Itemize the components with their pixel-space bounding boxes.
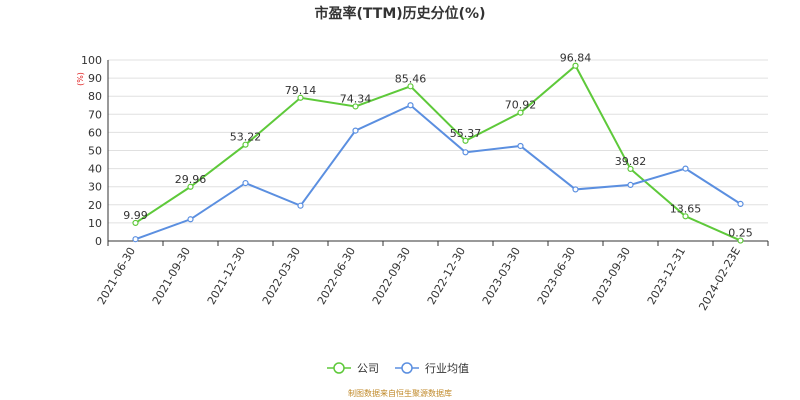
data-point xyxy=(187,183,194,190)
data-point xyxy=(297,202,304,209)
legend[interactable]: 公司 行业均值 xyxy=(327,362,469,375)
y-tick-label: 50 xyxy=(88,145,102,158)
x-tick-label: 2024-02-23E xyxy=(696,245,743,313)
series-layer: 9.99 29.96 53.22 79.14 74.34 85.46 55.37 70.92 9… xyxy=(123,52,753,244)
data-label: 29.96 xyxy=(175,173,207,186)
x-tick-label: 2021-09-30 xyxy=(150,245,193,307)
y-tick-label: 30 xyxy=(88,181,102,194)
data-label: 13.65 xyxy=(670,202,702,215)
data-label: 55.37 xyxy=(450,127,482,140)
data-point xyxy=(462,149,469,156)
legend-item-1[interactable]: 行业均值 xyxy=(395,362,469,375)
y-tick-label: 100 xyxy=(81,54,102,67)
data-point xyxy=(627,181,634,188)
x-tick-label: 2022-03-30 xyxy=(260,245,303,307)
data-point xyxy=(297,94,304,101)
data-label: 70.92 xyxy=(505,99,537,112)
data-point xyxy=(462,137,469,144)
x-tick-label: 2023-06-30 xyxy=(535,245,578,307)
series-line-1 xyxy=(135,104,742,241)
data-label: 74.34 xyxy=(340,92,372,105)
y-axis: 0 10 20 30 40 50 60 70 80 90 100 xyxy=(81,54,109,248)
x-axis: 2021-06-30 2021-09-30 2021-12-30 2022-03-30… xyxy=(95,241,769,313)
data-point xyxy=(242,141,249,148)
data-point xyxy=(352,127,359,134)
data-point xyxy=(187,216,194,223)
data-point xyxy=(352,103,359,110)
legend-label: 公司 xyxy=(357,362,379,375)
y-tick-label: 80 xyxy=(88,90,102,103)
x-tick-label: 2023-03-30 xyxy=(480,245,523,307)
data-point xyxy=(517,142,524,150)
source-note: 制图数据来自恒生聚源数据库 xyxy=(348,388,452,398)
data-label: 9.99 xyxy=(123,209,148,222)
data-point xyxy=(572,62,579,69)
data-point xyxy=(242,179,249,187)
y-tick-label: 10 xyxy=(88,217,102,230)
y-tick-label: 20 xyxy=(88,199,102,212)
data-point xyxy=(132,236,139,243)
y-tick-label: 40 xyxy=(88,163,102,176)
legend-marker xyxy=(333,362,345,374)
x-tick-label: 2022-12-30 xyxy=(425,245,468,307)
data-point xyxy=(517,109,524,116)
data-point xyxy=(132,219,139,227)
y-tick-label: 0 xyxy=(95,235,102,248)
data-label: 85.46 xyxy=(395,72,427,85)
y-tick-label: 90 xyxy=(88,72,102,85)
x-tick-label: 2022-09-30 xyxy=(370,245,413,307)
data-label: 0.25 xyxy=(728,227,753,240)
y-axis-unit: (%) xyxy=(76,72,85,86)
x-tick-label: 2022-06-30 xyxy=(315,245,358,307)
data-point xyxy=(737,200,744,207)
x-tick-label: 2021-12-30 xyxy=(205,245,248,307)
series-line-0 xyxy=(134,64,741,242)
grid-lines xyxy=(108,59,768,242)
data-label: 39.82 xyxy=(615,155,647,168)
data-point xyxy=(627,165,634,173)
data-point xyxy=(407,102,414,109)
legend-marker xyxy=(401,362,413,374)
legend-item-0[interactable]: 公司 xyxy=(327,362,379,375)
chart-title: 市盈率(TTM)历史分位(%) xyxy=(315,5,486,22)
x-tick-label: 2021-06-30 xyxy=(95,245,138,307)
y-tick-label: 60 xyxy=(88,126,102,139)
data-label: 79.14 xyxy=(285,84,317,97)
data-point xyxy=(572,186,579,193)
data-point xyxy=(682,213,689,220)
data-point xyxy=(682,165,689,172)
x-tick-label: 2023-12-31 xyxy=(645,245,688,307)
data-point xyxy=(407,83,414,90)
y-tick-label: 70 xyxy=(88,108,102,121)
data-point xyxy=(737,237,744,244)
legend-label: 行业均值 xyxy=(425,362,469,375)
data-label: 53.22 xyxy=(230,131,262,144)
data-label: 96.84 xyxy=(560,52,592,65)
x-tick-label: 2023-09-30 xyxy=(590,245,633,307)
